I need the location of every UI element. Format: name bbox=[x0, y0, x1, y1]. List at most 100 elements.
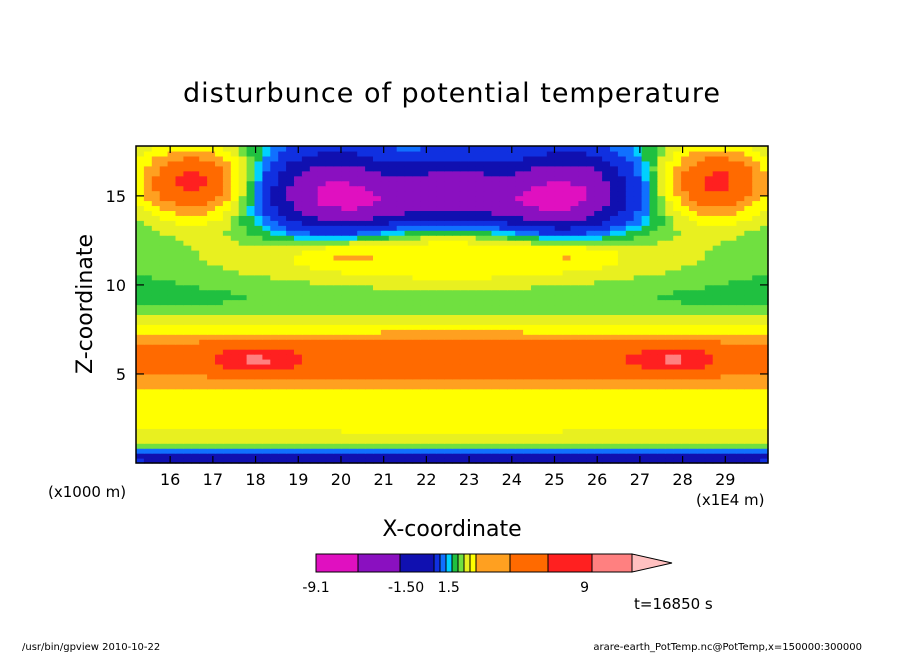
heatmap-cell bbox=[673, 309, 682, 315]
heatmap-cell bbox=[230, 458, 240, 464]
heatmap-cell bbox=[499, 373, 508, 380]
heatmap-cell bbox=[617, 250, 627, 256]
heatmap-cell bbox=[736, 185, 745, 192]
heatmap-cell bbox=[317, 403, 327, 410]
heatmap-cell bbox=[428, 215, 437, 221]
heatmap-cell bbox=[546, 245, 556, 251]
heatmap-cell bbox=[602, 453, 611, 459]
heatmap-cell bbox=[262, 319, 271, 325]
heatmap-cell bbox=[167, 344, 177, 350]
heatmap-cell bbox=[191, 418, 200, 424]
heatmap-cell bbox=[215, 299, 224, 306]
heatmap-cell bbox=[286, 215, 295, 221]
heatmap-cell bbox=[728, 254, 737, 261]
heatmap-cell bbox=[546, 250, 556, 256]
heatmap-cell bbox=[238, 309, 248, 315]
heatmap-cell bbox=[317, 363, 327, 370]
heatmap-cell bbox=[262, 235, 271, 241]
heatmap-cell bbox=[191, 363, 200, 370]
heatmap-cell bbox=[341, 458, 350, 464]
heatmap-cell bbox=[483, 428, 493, 434]
heatmap-cell bbox=[633, 334, 643, 340]
heatmap-cell bbox=[167, 458, 177, 464]
heatmap-cell bbox=[696, 220, 706, 226]
heatmap-cell bbox=[301, 259, 311, 266]
heatmap-cell bbox=[333, 388, 342, 395]
heatmap-cell bbox=[602, 363, 611, 370]
heatmap-cell bbox=[309, 279, 319, 286]
heatmap-cell bbox=[625, 180, 635, 187]
heatmap-cell bbox=[515, 205, 524, 211]
heatmap-cell bbox=[215, 155, 224, 162]
heatmap-cell bbox=[167, 150, 177, 157]
heatmap-cell bbox=[546, 314, 556, 320]
heatmap-cell bbox=[167, 245, 177, 251]
heatmap-cell bbox=[230, 319, 240, 325]
heatmap-cell bbox=[610, 175, 619, 182]
heatmap-cell bbox=[333, 240, 342, 246]
heatmap-cell bbox=[175, 235, 184, 241]
heatmap-cell bbox=[507, 185, 516, 192]
heatmap-cell bbox=[159, 458, 169, 464]
heatmap-cell bbox=[665, 398, 674, 405]
heatmap-cell bbox=[760, 155, 769, 162]
heatmap-cell bbox=[286, 279, 295, 286]
heatmap-cell bbox=[365, 354, 374, 360]
heatmap-cell bbox=[594, 170, 603, 177]
heatmap-cell bbox=[546, 160, 556, 167]
heatmap-cell bbox=[333, 195, 342, 202]
heatmap-cell bbox=[752, 378, 761, 385]
heatmap-cell bbox=[428, 205, 437, 211]
heatmap-cell bbox=[191, 458, 200, 464]
heatmap-cell bbox=[341, 373, 350, 380]
heatmap-cell bbox=[436, 448, 445, 454]
heatmap-cell bbox=[610, 408, 619, 415]
heatmap-cell bbox=[222, 314, 232, 320]
heatmap-cell bbox=[752, 418, 761, 424]
heatmap-cell bbox=[357, 210, 366, 216]
heatmap-cell bbox=[341, 393, 350, 400]
heatmap-cell bbox=[230, 378, 240, 385]
heatmap-cell bbox=[222, 324, 232, 330]
heatmap-cell bbox=[404, 245, 414, 251]
heatmap-cell bbox=[673, 220, 682, 226]
heatmap-cell bbox=[483, 264, 493, 271]
heatmap-cell bbox=[760, 388, 769, 395]
heatmap-cell bbox=[380, 363, 390, 370]
heatmap-cell bbox=[388, 304, 398, 311]
heatmap-cell bbox=[570, 349, 579, 355]
heatmap-cell bbox=[183, 299, 192, 306]
heatmap-cell bbox=[278, 393, 287, 400]
heatmap-cell bbox=[365, 433, 374, 439]
heatmap-cell bbox=[617, 453, 627, 459]
heatmap-cell bbox=[167, 269, 177, 276]
heatmap-cell bbox=[657, 319, 666, 325]
heatmap-cell bbox=[333, 398, 342, 405]
heatmap-cell bbox=[657, 225, 666, 231]
heatmap-cell bbox=[531, 458, 540, 464]
heatmap-cell bbox=[238, 250, 248, 256]
heatmap-cell bbox=[254, 349, 263, 355]
heatmap-cell bbox=[270, 373, 279, 380]
heatmap-cell bbox=[681, 274, 690, 281]
heatmap-cell bbox=[570, 433, 579, 439]
heatmap-cell bbox=[230, 225, 240, 231]
heatmap-cell bbox=[388, 274, 398, 281]
heatmap-cell bbox=[515, 220, 524, 226]
heatmap-cell bbox=[570, 304, 579, 311]
heatmap-cell bbox=[736, 250, 745, 256]
heatmap-cell bbox=[222, 245, 232, 251]
heatmap-cell bbox=[357, 339, 366, 345]
heatmap-cell bbox=[333, 393, 342, 400]
heatmap-cell bbox=[578, 368, 587, 375]
heatmap-cell bbox=[143, 205, 153, 211]
heatmap-cell bbox=[175, 185, 184, 192]
heatmap-cell bbox=[657, 368, 666, 375]
heatmap-cell bbox=[207, 284, 216, 291]
heatmap-cell bbox=[167, 279, 177, 286]
heatmap-cell bbox=[388, 269, 398, 276]
heatmap-cell bbox=[499, 195, 508, 202]
heatmap-cell bbox=[546, 294, 556, 301]
heatmap-cell bbox=[270, 428, 279, 434]
heatmap-cell bbox=[143, 185, 153, 192]
